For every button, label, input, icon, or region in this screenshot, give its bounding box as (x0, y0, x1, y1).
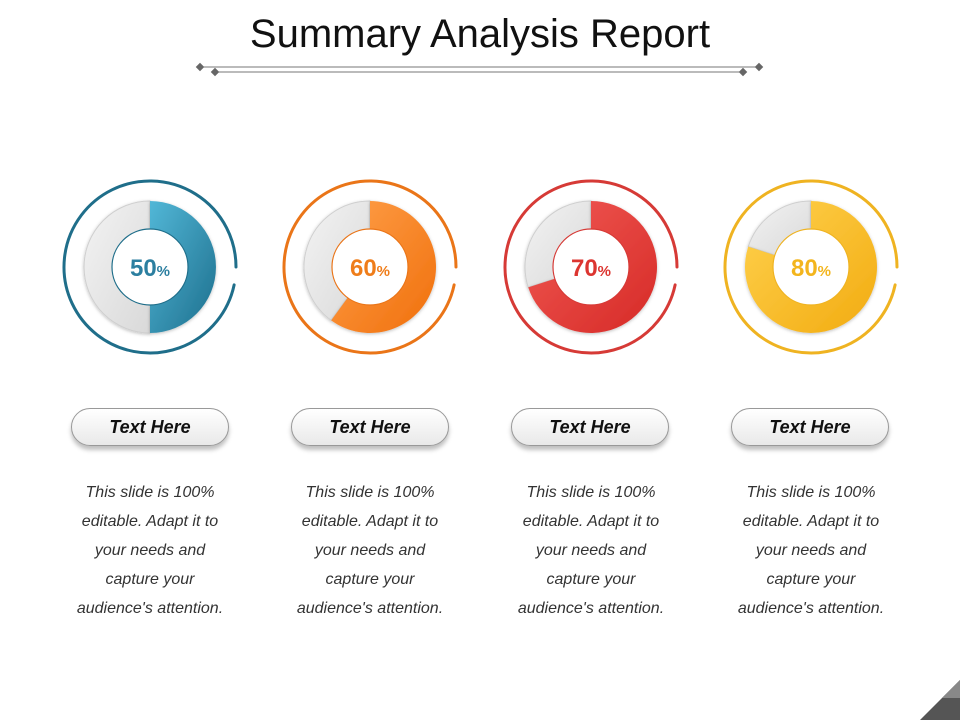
desc-line: audience's attention. (737, 600, 885, 617)
desc-line: audience's attention. (76, 600, 224, 617)
desc-line: This slide is 100% (746, 484, 876, 501)
desc-line: editable. Adapt it to (742, 513, 880, 530)
value-slice (745, 201, 878, 333)
percent-number: 70 (571, 255, 598, 282)
inner-circle (331, 228, 409, 306)
inner-circle (772, 228, 850, 306)
card-description-2: This slide is 100% editable. Adapt it to… (275, 478, 465, 623)
card-label-3[interactable]: Text Here (511, 408, 669, 446)
desc-line: editable. Adapt it to (301, 513, 439, 530)
desc-line: editable. Adapt it to (81, 513, 219, 530)
outer-ring (282, 179, 458, 355)
desc-line: audience's attention. (517, 600, 665, 617)
donut-chart-1: 50% (62, 179, 238, 355)
percent-label: 80% (791, 255, 831, 282)
percent-unit: % (377, 263, 390, 280)
percent-number: 60 (350, 255, 377, 282)
value-slice (150, 201, 216, 333)
donut-chart-2: 60% (282, 179, 458, 355)
donut-chart-4: 80% (723, 179, 899, 355)
percent-unit: % (598, 263, 611, 280)
card-description-1: This slide is 100% editable. Adapt it to… (55, 478, 245, 623)
percent-label: 70% (571, 255, 611, 282)
desc-line: your needs and (94, 542, 206, 559)
card-label-4[interactable]: Text Here (731, 408, 889, 446)
outer-ring (503, 179, 679, 355)
page-title: Summary Analysis Report (249, 12, 711, 56)
card-label-2[interactable]: Text Here (291, 408, 449, 446)
card-description-4: This slide is 100% editable. Adapt it to… (716, 478, 906, 623)
card-label-1[interactable]: Text Here (71, 408, 229, 446)
desc-line: capture your (766, 571, 856, 588)
title-divider (195, 62, 764, 77)
donut-chart-3: 70% (503, 179, 679, 355)
percent-label: 60% (350, 255, 390, 282)
desc-line: your needs and (314, 542, 426, 559)
desc-line: audience's attention. (296, 600, 444, 617)
outer-ring (62, 179, 238, 355)
desc-line: capture your (325, 571, 415, 588)
percent-number: 50 (130, 255, 157, 282)
card-description-3: This slide is 100% editable. Adapt it to… (496, 478, 686, 623)
value-slice (528, 201, 658, 333)
desc-line: capture your (105, 571, 195, 588)
percent-number: 80 (791, 255, 818, 282)
desc-line: This slide is 100% (526, 484, 656, 501)
desc-line: your needs and (755, 542, 867, 559)
desc-line: This slide is 100% (85, 484, 215, 501)
inner-circle (552, 228, 630, 306)
outer-ring (723, 179, 899, 355)
desc-line: capture your (546, 571, 636, 588)
desc-line: editable. Adapt it to (522, 513, 660, 530)
inner-circle (111, 228, 189, 306)
percent-label: 50% (130, 255, 170, 282)
value-slice (331, 201, 436, 333)
desc-line: your needs and (535, 542, 647, 559)
desc-line: This slide is 100% (305, 484, 435, 501)
percent-unit: % (157, 263, 170, 280)
percent-unit: % (818, 263, 831, 280)
page-corner-decoration (920, 680, 960, 720)
